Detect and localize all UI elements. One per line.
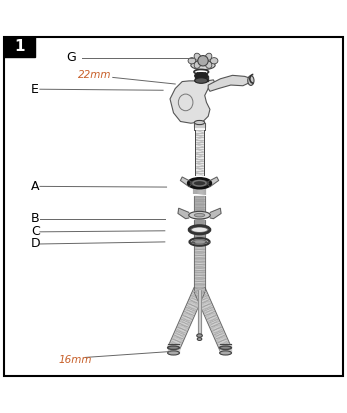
Polygon shape: [194, 234, 205, 238]
Text: C: C: [31, 225, 40, 238]
Text: 16mm: 16mm: [59, 355, 93, 365]
Polygon shape: [168, 344, 179, 353]
FancyBboxPatch shape: [4, 37, 343, 376]
Ellipse shape: [194, 53, 201, 61]
Ellipse shape: [188, 58, 196, 64]
Ellipse shape: [220, 351, 231, 355]
Ellipse shape: [210, 58, 218, 64]
Ellipse shape: [194, 61, 201, 68]
Ellipse shape: [205, 53, 212, 61]
Polygon shape: [194, 196, 205, 212]
Ellipse shape: [194, 121, 205, 125]
Ellipse shape: [197, 334, 202, 337]
Text: 22mm: 22mm: [78, 70, 112, 81]
Polygon shape: [208, 75, 250, 91]
Ellipse shape: [220, 346, 231, 349]
FancyBboxPatch shape: [4, 37, 35, 57]
Text: A: A: [31, 180, 40, 193]
Polygon shape: [210, 208, 221, 218]
Polygon shape: [195, 76, 208, 81]
Polygon shape: [168, 287, 205, 351]
Polygon shape: [180, 177, 191, 187]
Text: G: G: [66, 52, 76, 64]
Ellipse shape: [205, 61, 212, 68]
Text: 1: 1: [15, 39, 25, 55]
Ellipse shape: [191, 61, 215, 70]
Ellipse shape: [191, 227, 208, 233]
Polygon shape: [194, 123, 205, 127]
Polygon shape: [194, 247, 205, 290]
Ellipse shape: [189, 211, 210, 219]
Ellipse shape: [193, 180, 206, 186]
Ellipse shape: [194, 214, 205, 217]
Polygon shape: [194, 287, 231, 351]
Ellipse shape: [193, 240, 206, 244]
Polygon shape: [194, 220, 205, 225]
Text: B: B: [31, 212, 40, 225]
Ellipse shape: [174, 88, 198, 116]
Ellipse shape: [168, 346, 179, 349]
Ellipse shape: [189, 238, 210, 246]
Polygon shape: [220, 344, 231, 353]
Text: E: E: [31, 83, 39, 96]
Ellipse shape: [248, 76, 254, 85]
Ellipse shape: [168, 351, 179, 355]
Circle shape: [198, 56, 208, 66]
Text: D: D: [31, 237, 41, 250]
Ellipse shape: [195, 78, 208, 83]
Polygon shape: [208, 177, 219, 187]
Ellipse shape: [197, 338, 202, 340]
Polygon shape: [170, 80, 215, 123]
Ellipse shape: [195, 73, 208, 79]
Ellipse shape: [188, 178, 211, 188]
Polygon shape: [178, 208, 189, 218]
